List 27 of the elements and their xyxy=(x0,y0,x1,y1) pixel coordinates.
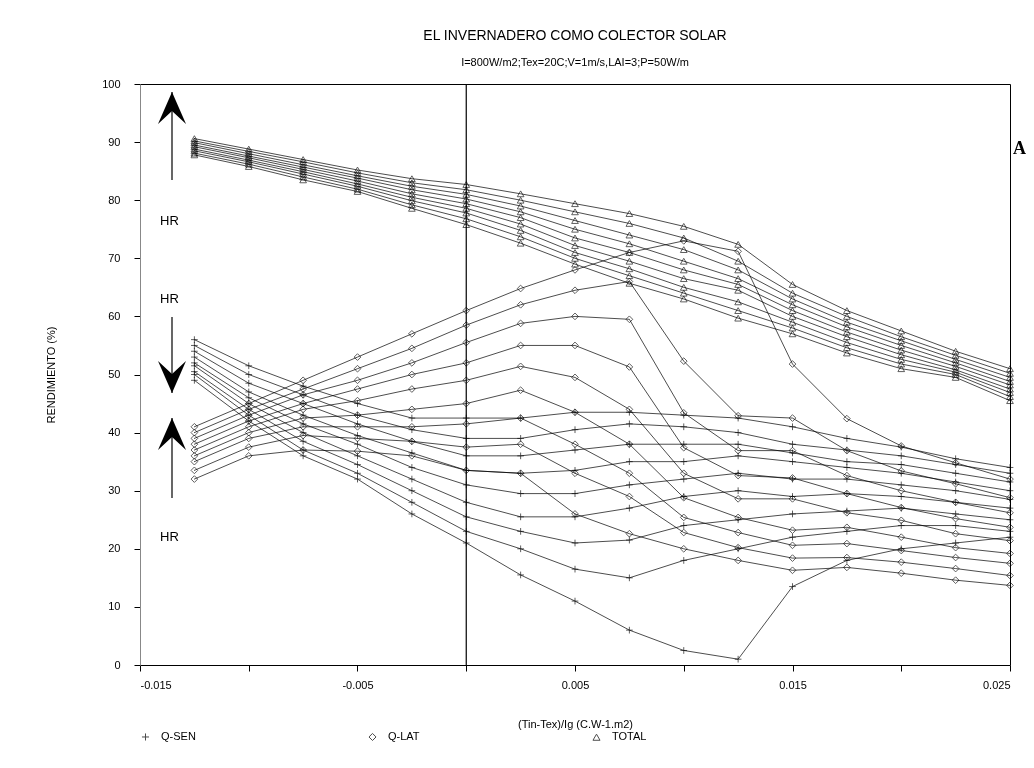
x-tick-label: -0.005 xyxy=(342,678,374,691)
y-tick-label: 0 xyxy=(114,658,121,671)
text: A xyxy=(1013,138,1026,158)
legend-label: TOTAL xyxy=(612,730,647,743)
chart-subtitle: I=800W/m2;Tex=20C;V=1m/s,LAI=3;P=50W/m xyxy=(461,56,689,68)
y-tick-label: 30 xyxy=(108,484,121,497)
y-tick-label: 10 xyxy=(108,600,121,613)
x-tick-label: 0.025 xyxy=(982,678,1011,691)
y-tick-label: 90 xyxy=(108,135,121,148)
x-tick-label: 0.015 xyxy=(779,678,807,691)
annotation: HR xyxy=(160,213,179,228)
x-tick-label: -0.015 xyxy=(140,678,172,691)
y-tick-label: 40 xyxy=(108,426,121,439)
annotation: HR xyxy=(160,529,179,544)
legend-label: Q-SEN xyxy=(161,729,196,742)
annotation: HR xyxy=(160,291,179,306)
y-tick-label: 80 xyxy=(108,193,121,206)
legend-label: Q-LAT xyxy=(388,729,420,742)
y-tick-label: 60 xyxy=(108,309,121,322)
y-axis-title: RENDIMIENTO (%) xyxy=(45,326,58,424)
x-tick-label: 0.005 xyxy=(561,678,590,691)
chart-title: EL INVERNADERO COMO COLECTOR SOLAR xyxy=(423,27,727,43)
x-axis-title: (Tin-Tex)/Ig (C.W-1.m2) xyxy=(518,717,633,730)
y-tick-label: 20 xyxy=(108,542,121,555)
y-tick-label: 70 xyxy=(108,251,121,264)
y-tick-label: 50 xyxy=(108,368,121,380)
y-tick-label: 100 xyxy=(102,77,121,90)
